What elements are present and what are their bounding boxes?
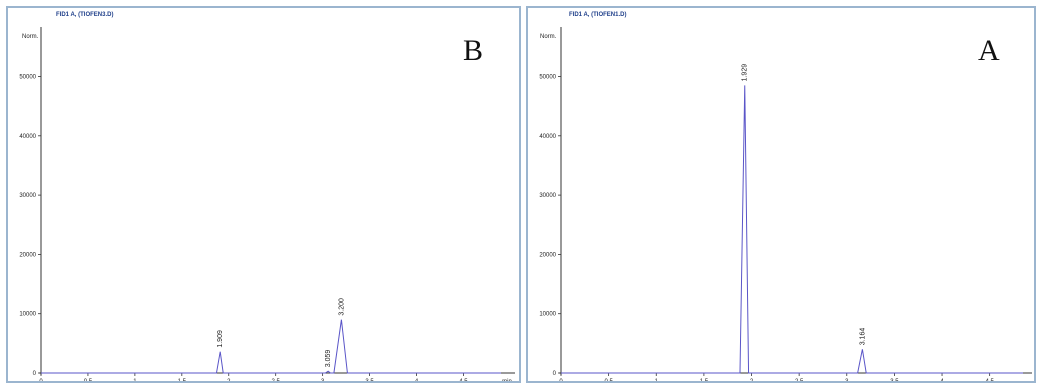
x-tick-label: 1 <box>655 379 659 381</box>
x-tick-label: 1.5 <box>700 379 709 381</box>
signal-trace <box>561 85 1023 374</box>
peak-label: 1.909 <box>217 330 224 348</box>
chromatogram-panel-a: FID1 A, (TIOFEN1.D) Norm. A 0 10000 20000 3… <box>526 6 1036 383</box>
y-tick-label: 0 <box>553 371 557 377</box>
y-tick-label: 10000 <box>539 312 556 318</box>
panel-label: B <box>463 34 484 67</box>
x-tick-label: 2.5 <box>272 379 281 381</box>
x-tick-label: 0 <box>559 379 563 381</box>
x-axis-unit: min <box>502 379 512 381</box>
panel-label: A <box>978 34 1000 67</box>
y-tick-label: 10000 <box>19 312 36 318</box>
x-tick-label: 1 <box>133 379 137 381</box>
x-tick-label: 4 <box>940 379 944 381</box>
x-tick-label: 4 <box>415 379 419 381</box>
y-tick-label: 20000 <box>539 252 556 258</box>
peak-label: 3.164 <box>859 328 866 346</box>
x-tick-label: 0.5 <box>604 379 613 381</box>
x-tick-label: 0.5 <box>84 379 93 381</box>
y-tick-label: 0 <box>33 371 37 377</box>
chromatogram-panel-b: FID1 A, (TIOFEN3.D) Norm. B 0 10000 20000 3… <box>6 6 521 383</box>
y-axis-label: Norm. <box>540 34 557 40</box>
y-tick-label: 40000 <box>539 134 556 140</box>
chromatogram-plot: 0 10000 20000 30000 40000 50000 0 0.5 1 1.5 2 2.5 3 3… <box>19 27 515 381</box>
x-tick-label: 2 <box>227 379 231 381</box>
x-tick-label: 2 <box>750 379 754 381</box>
x-tick-label: 3 <box>845 379 849 381</box>
chromatogram-plot: 0 10000 20000 30000 40000 50000 0 0.5 1 1.5 2 2.5 3 3… <box>539 27 1032 381</box>
y-tick-label: 50000 <box>539 75 556 81</box>
y-tick-label: 20000 <box>19 252 36 258</box>
signal-trace <box>41 319 501 374</box>
peak-label: 3.200 <box>338 298 345 316</box>
peak-label: 3.059 <box>325 350 332 368</box>
signal-title: FID1 A, (TIOFEN3.D) <box>56 12 114 18</box>
x-tick-label: 0 <box>39 379 43 381</box>
x-tick-label: 3 <box>321 379 325 381</box>
x-tick-label: 2.5 <box>795 379 804 381</box>
x-tick-label: 3.5 <box>365 379 374 381</box>
y-axis-label: Norm. <box>22 34 39 40</box>
y-tick-label: 40000 <box>19 134 36 140</box>
x-tick-label: 4.5 <box>985 379 994 381</box>
y-tick-label: 30000 <box>539 193 556 199</box>
x-tick-label: 4.5 <box>459 379 468 381</box>
signal-title: FID1 A, (TIOFEN1.D) <box>569 12 627 18</box>
y-tick-label: 50000 <box>19 75 36 81</box>
y-tick-label: 30000 <box>19 193 36 199</box>
x-tick-label: 1.5 <box>178 379 187 381</box>
peak-label: 1.929 <box>742 64 749 82</box>
x-tick-label: 3.5 <box>890 379 899 381</box>
